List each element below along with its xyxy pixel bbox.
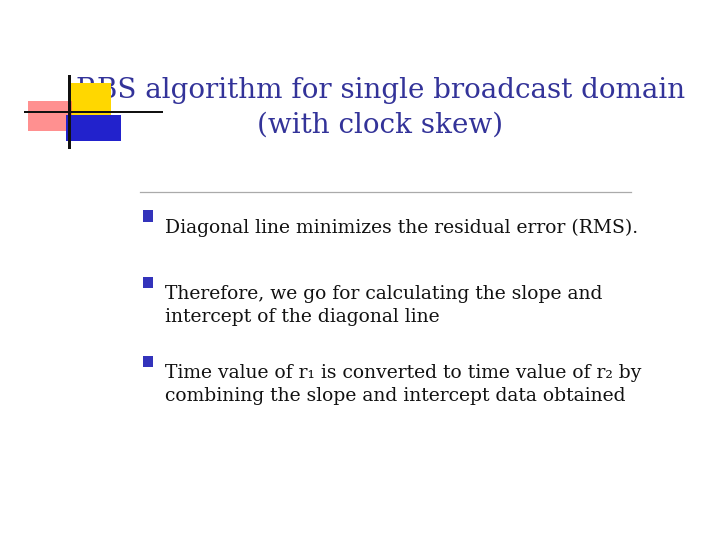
Text: Time value of r₁ is converted to time value of r₂ by
combining the slope and int: Time value of r₁ is converted to time va… <box>166 364 642 405</box>
Bar <box>143 210 153 222</box>
Bar <box>143 356 153 367</box>
Text: Diagonal line minimizes the residual error (RMS).: Diagonal line minimizes the residual err… <box>166 219 639 237</box>
Bar <box>143 277 153 288</box>
Text: RBS algorithm for single broadcast domain
(with clock skew): RBS algorithm for single broadcast domai… <box>76 77 685 139</box>
Text: Therefore, we go for calculating the slope and
intercept of the diagonal line: Therefore, we go for calculating the slo… <box>166 285 603 326</box>
